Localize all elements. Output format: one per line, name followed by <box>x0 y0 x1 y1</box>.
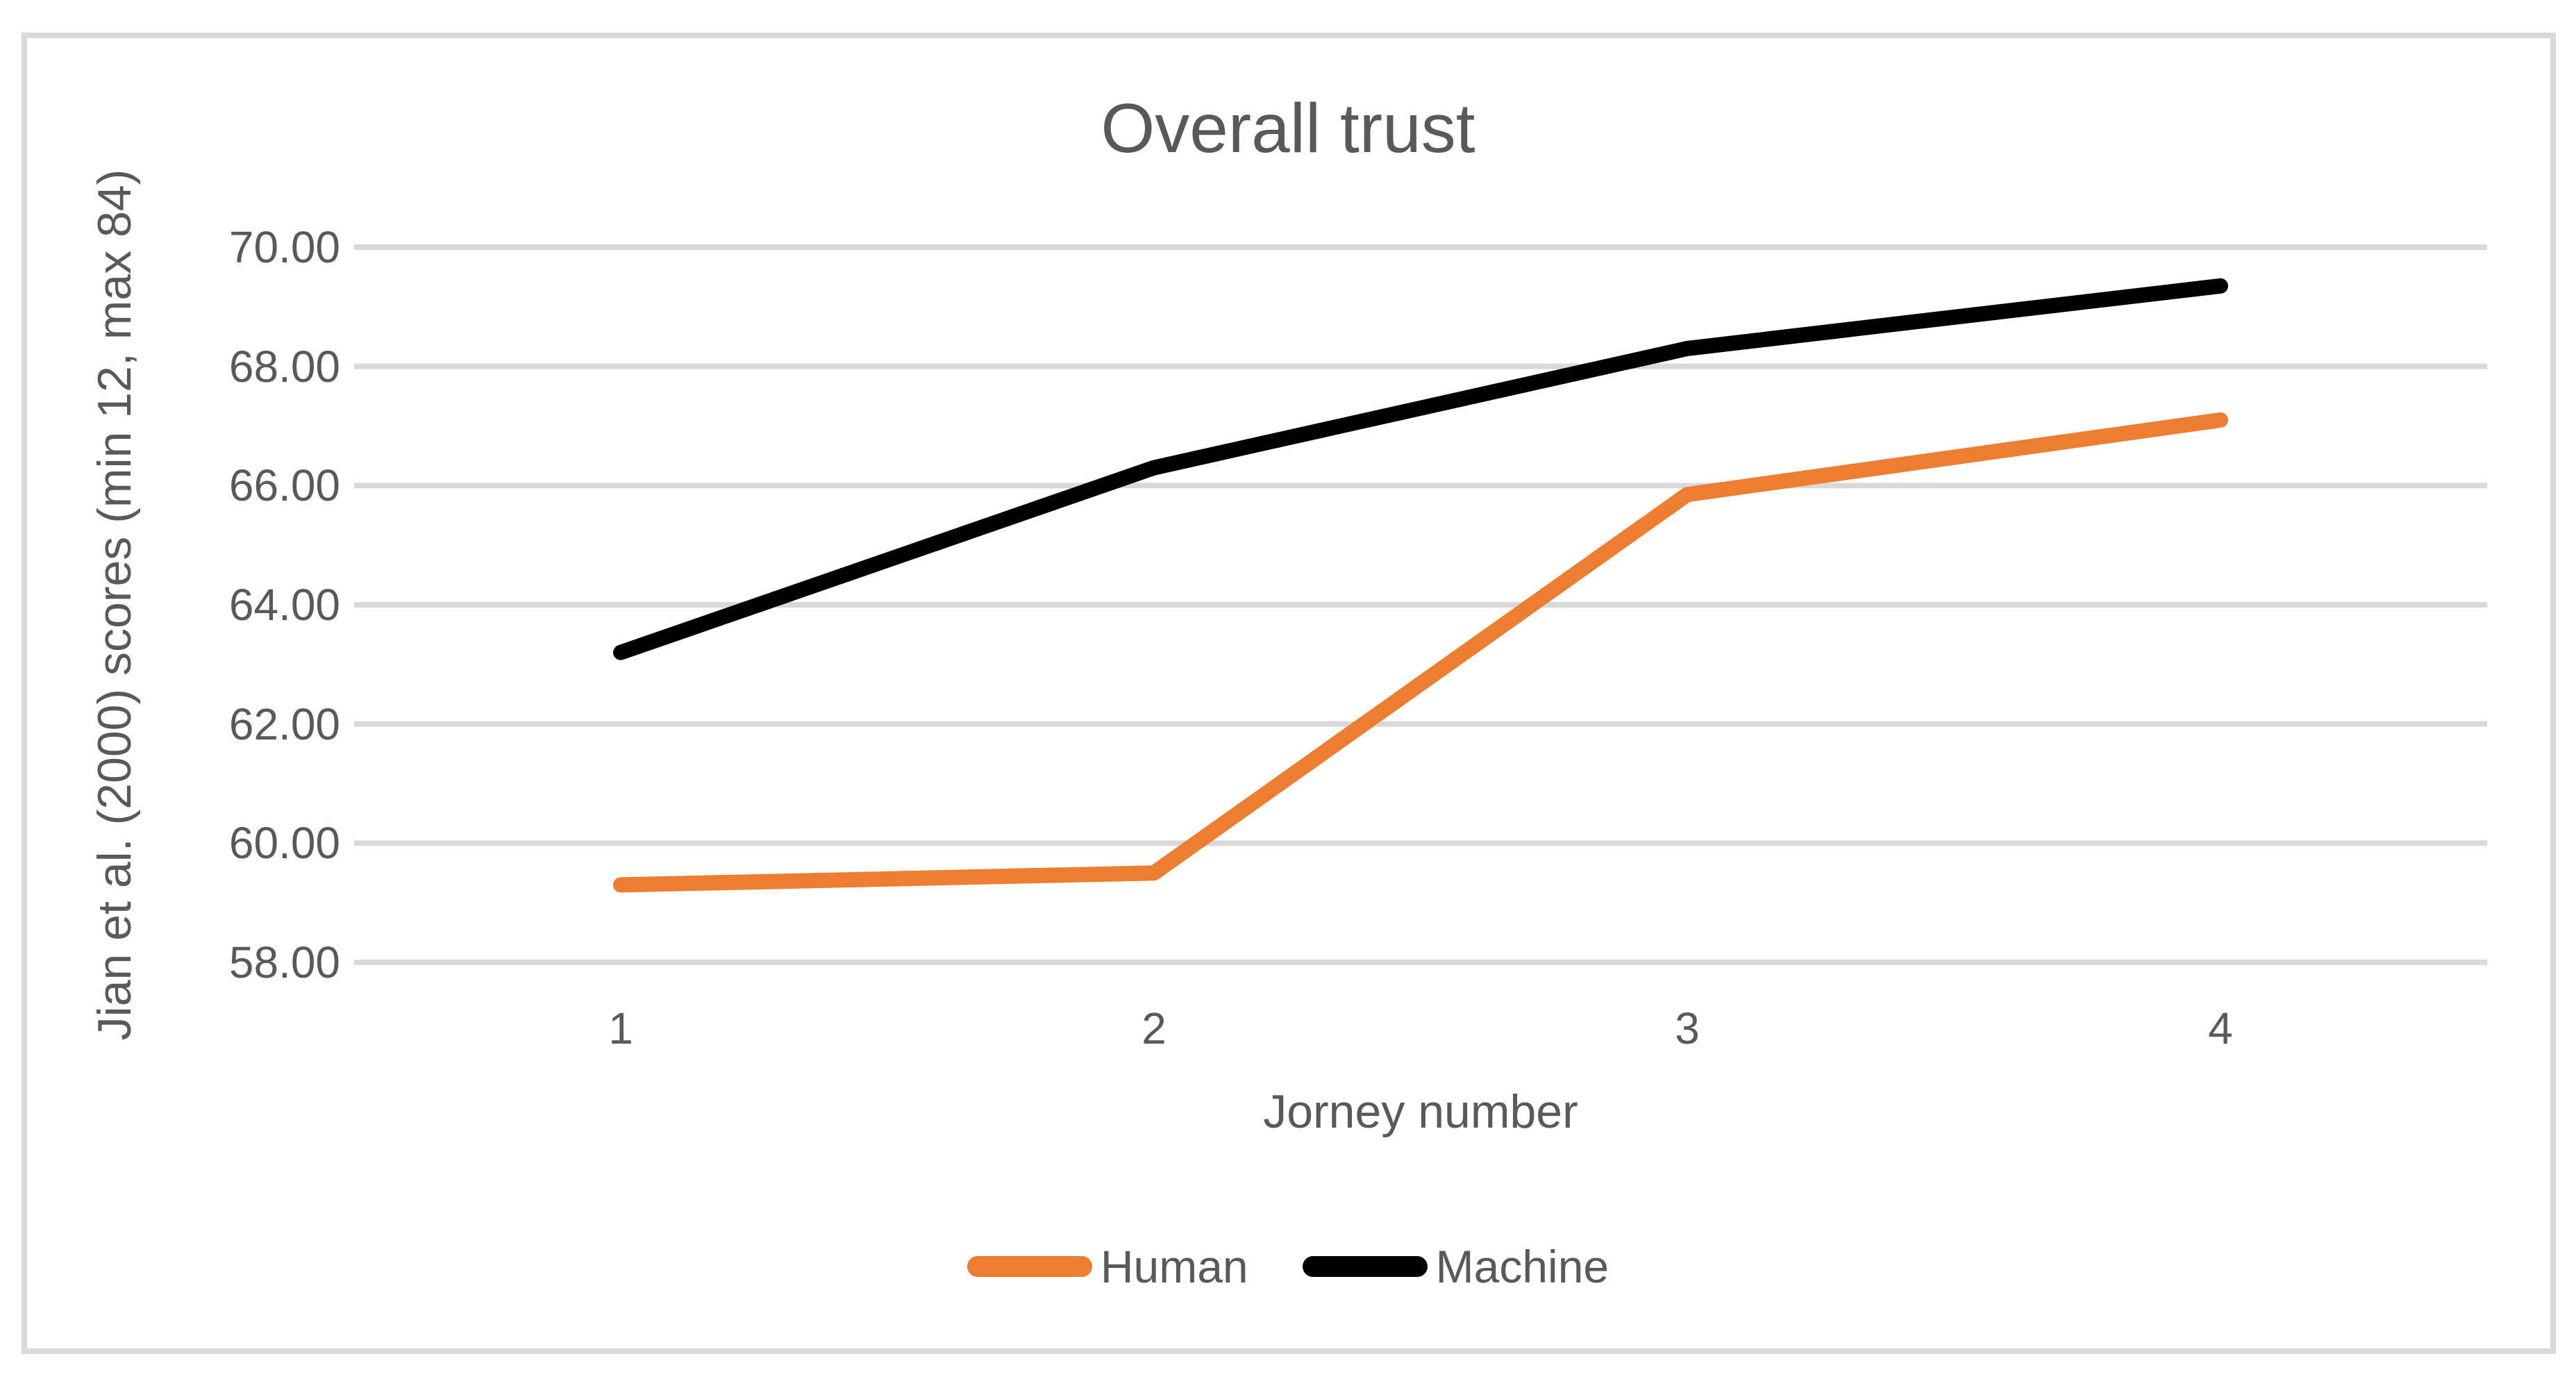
legend-swatch-machine <box>1302 1256 1428 1277</box>
chart-canvas <box>22 33 2556 1354</box>
chart-title: Overall trust <box>1101 90 1475 167</box>
legend-label: Machine <box>1435 1241 1609 1292</box>
legend-item-machine: Machine <box>1302 1240 1609 1293</box>
x-tick-label: 2 <box>1141 1003 1166 1053</box>
y-tick-label: 62.00 <box>228 699 340 749</box>
y-tick-label: 70.00 <box>228 222 340 272</box>
series-line-machine <box>613 278 2228 660</box>
x-axis-title: Jorney number <box>1263 1085 1578 1138</box>
series-line-human <box>613 412 2228 893</box>
x-tick-label: 4 <box>2208 1003 2233 1053</box>
legend-item-human: Human <box>967 1240 1248 1293</box>
y-tick-label: 60.00 <box>228 818 340 869</box>
x-tick-label: 1 <box>608 1003 633 1053</box>
y-tick-label: 68.00 <box>228 341 340 392</box>
legend-label: Human <box>1100 1241 1248 1292</box>
y-tick-label: 58.00 <box>228 937 340 987</box>
y-tick-label: 64.00 <box>228 580 340 630</box>
legend: Human Machine <box>0 1240 2576 1293</box>
y-tick-label: 66.00 <box>228 460 340 511</box>
x-tick-label: 3 <box>1675 1003 1700 1053</box>
legend-swatch-human <box>967 1256 1092 1277</box>
